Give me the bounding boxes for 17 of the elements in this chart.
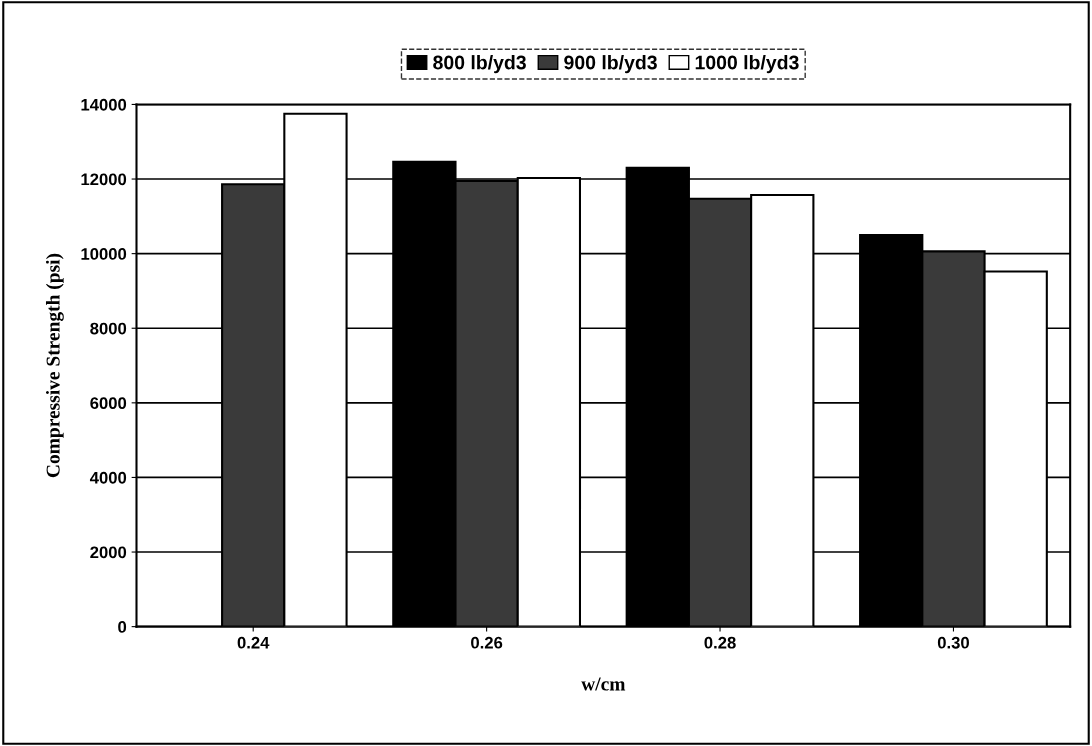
y-tick-label: 6000 [90,397,127,410]
legend-label: 1000 lb/yd3 [695,55,799,74]
y-tick-label: 8000 [90,322,127,335]
x-axis-title: w/cm [581,677,626,691]
y-tick-label: 2000 [90,546,127,559]
legend-label: 900 lb/yd3 [564,55,657,74]
x-tick-label: 0.30 [937,636,969,649]
y-axis-title: Compressive Strength (psi) [45,253,64,478]
y-tick-label: 4000 [89,471,127,484]
x-tick-label: 0.24 [237,636,270,649]
x-tick-label: 0.28 [704,636,736,649]
x-tick-label: 0.26 [471,636,503,649]
y-tick-label: 10000 [81,248,127,260]
y-tick-label: 0 [118,621,127,633]
y-tick-label: 14000 [81,98,127,111]
legend-label: 800 lb/yd3 [433,55,526,74]
y-tick-label: 12000 [81,173,127,186]
